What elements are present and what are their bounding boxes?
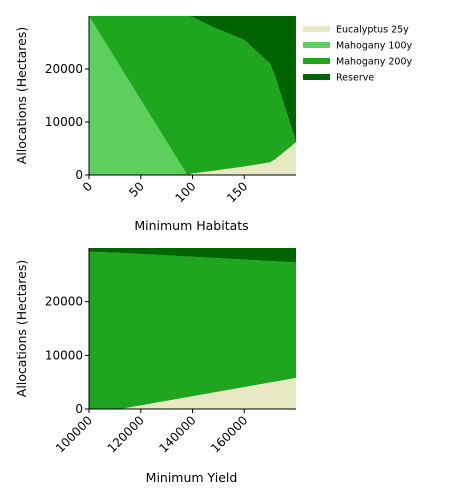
legend-swatch (303, 58, 330, 64)
x-tick-label: 150 (224, 179, 250, 205)
y-tick-label: 20000 (45, 295, 83, 309)
x-tick-label: 120000 (105, 413, 147, 455)
area-mahogany-200y (89, 251, 296, 409)
y-tick-label: 0 (75, 402, 83, 416)
legend-swatch (303, 74, 330, 80)
legend-label: Reserve (336, 73, 374, 84)
x-tick-label: 140000 (156, 413, 198, 455)
y-tick-label: 0 (75, 168, 83, 182)
legend-label: Mahogany 100y (336, 41, 412, 52)
x-tick-label: 100000 (53, 413, 95, 455)
legend-label: Eucalyptus 25y (336, 25, 409, 36)
x-axis-label: Minimum Yield (146, 470, 238, 485)
area-mahogany-200y (89, 16, 296, 175)
y-tick-label: 10000 (45, 348, 83, 362)
chart-top: 0 10000 20000 0 50 100 150 Minimum Habitats Allo… (14, 16, 296, 233)
area-reserve (89, 16, 296, 143)
y-axis-label: Allocations (Hectares) (14, 27, 29, 164)
y-tick-label: 20000 (45, 62, 83, 76)
legend-swatch (303, 26, 330, 32)
area-mahogany-100y (89, 16, 296, 175)
area-reserve (89, 248, 296, 263)
y-tick-label: 10000 (45, 115, 83, 129)
area-eucalyptus-25y (89, 377, 296, 409)
x-tick-label: 0 (80, 179, 95, 194)
x-tick-label: 160000 (208, 413, 250, 455)
legend-label: Mahogany 200y (336, 57, 412, 68)
legend-swatch (303, 42, 330, 48)
y-axis-label: Allocations (Hectares) (14, 260, 29, 397)
area-eucalyptus-25y (89, 142, 296, 175)
chart-bottom: 0 10000 20000 100000 120000 140000 160000 Minim… (14, 248, 296, 485)
legend: Eucalyptus 25y Mahogany 100y Mahogany 200y… (303, 25, 412, 84)
x-axis-label: Minimum Habitats (134, 218, 248, 233)
x-tick-label: 50 (126, 179, 147, 200)
x-tick-label: 100 (173, 179, 199, 205)
